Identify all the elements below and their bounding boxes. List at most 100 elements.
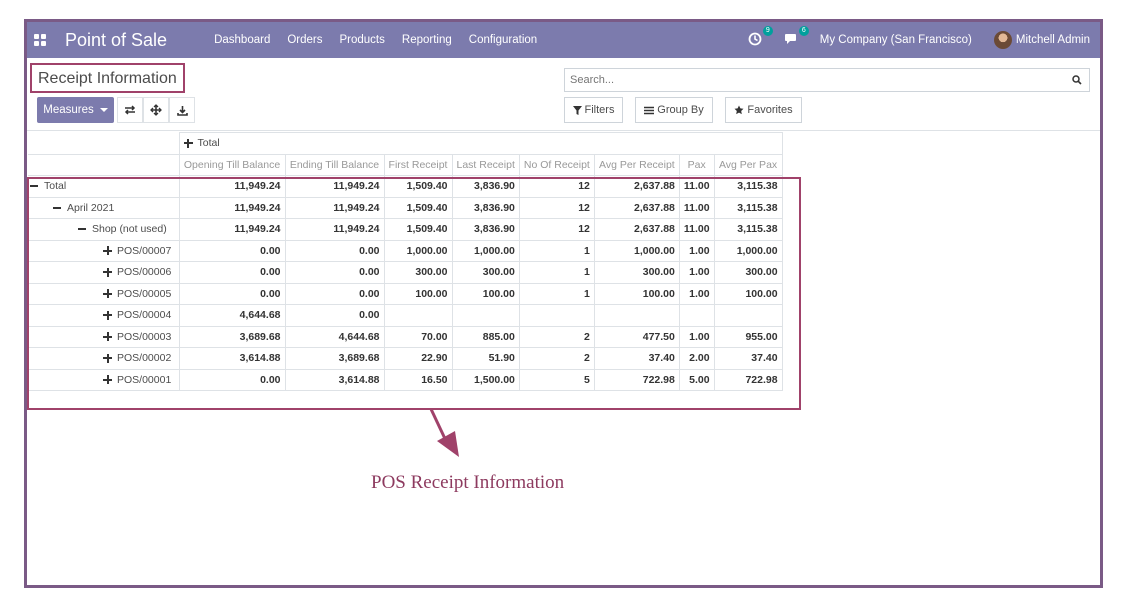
pivot-cell[interactable]: 3,115.38 xyxy=(713,175,783,198)
menu-dashboard[interactable]: Dashboard xyxy=(214,34,271,46)
star-icon xyxy=(734,105,744,115)
row-header[interactable]: POS/00001 xyxy=(28,368,180,391)
navbar-systray: 9 6 My Company (San Francisco) Mitchell … xyxy=(748,22,1100,58)
favorites-button[interactable]: Favorites xyxy=(725,97,802,123)
minus-icon xyxy=(30,185,38,188)
flip-axis-button[interactable] xyxy=(117,97,143,123)
minus-icon xyxy=(78,228,86,231)
pivot-cell[interactable]: 1,500.00 xyxy=(451,368,520,391)
measure-avg-per-pax[interactable]: Avg Per Pax xyxy=(713,153,783,176)
pivot-cell[interactable]: 4,644.68 xyxy=(284,325,385,348)
measure-opening-till-balance[interactable]: Opening Till Balance xyxy=(178,153,286,176)
screenshot-frame: Point of Sale Dashboard Orders Products … xyxy=(24,19,1103,588)
pivot-cell[interactable]: 3,836.90 xyxy=(451,218,520,241)
plus-icon xyxy=(183,138,193,148)
measure-no-of-receipt[interactable]: No Of Receipt xyxy=(518,153,595,176)
pivot-cell[interactable]: 0.00 xyxy=(178,368,286,391)
pivot-cell[interactable]: 300.00 xyxy=(713,261,783,284)
company-switcher[interactable]: My Company (San Francisco) xyxy=(819,34,972,46)
pivot-cell[interactable]: 1,000.00 xyxy=(713,239,783,262)
measure-last-receipt[interactable]: Last Receipt xyxy=(451,153,520,176)
pivot-row: POS/00005 0.00 0.00 100.00 100.00 1 100.00 1.00… xyxy=(28,282,783,305)
row-header[interactable]: Total xyxy=(28,175,180,198)
pivot-cell[interactable]: 722.98 xyxy=(713,368,783,391)
plus-icon xyxy=(103,310,112,320)
messages-chat-icon[interactable]: 6 xyxy=(784,26,809,48)
pivot-cell[interactable]: 11,949.24 xyxy=(178,218,286,241)
pivot-row: POS/00006 0.00 0.00 300.00 300.00 1 300.00 1.00… xyxy=(28,261,783,284)
row-label: POS/00001 xyxy=(117,373,172,386)
row-label: POS/00002 xyxy=(117,352,172,365)
pivot-cell[interactable]: 37.40 xyxy=(593,347,680,370)
apps-grid-icon[interactable] xyxy=(34,34,46,46)
col-header-total[interactable]: Total xyxy=(178,132,783,155)
menu-products[interactable]: Products xyxy=(339,34,385,46)
row-label: POS/00007 xyxy=(117,244,172,257)
pivot-row: POS/00004 4,644.68 0.00 xyxy=(28,304,783,327)
pivot-cell[interactable]: 1,509.40 xyxy=(383,218,453,241)
plus-icon xyxy=(103,267,112,277)
row-header[interactable]: April 2021 xyxy=(28,196,180,219)
plus-icon xyxy=(103,246,112,256)
pivot-cell[interactable]: 4,644.68 xyxy=(178,304,286,327)
filter-icon xyxy=(572,105,582,115)
pivot-row: POS/00003 3,689.68 4,644.68 70.00 885.00 2 477… xyxy=(28,325,783,348)
pivot-cell[interactable]: 11.00 xyxy=(678,196,715,219)
top-navbar: Point of Sale Dashboard Orders Products … xyxy=(27,22,1100,58)
pivot-cell[interactable]: 11,949.24 xyxy=(178,196,286,219)
menu-configuration[interactable]: Configuration xyxy=(468,34,538,46)
pivot-cell[interactable]: 1.00 xyxy=(678,239,715,262)
control-panel: Receipt Information Measures Filters Gro… xyxy=(27,58,1100,131)
expand-all-button[interactable] xyxy=(143,97,169,123)
menu-reporting[interactable]: Reporting xyxy=(401,34,452,46)
row-header[interactable]: POS/00003 xyxy=(28,325,180,348)
pivot-cell[interactable]: 1,509.40 xyxy=(383,196,453,219)
pivot-cell[interactable]: 300.00 xyxy=(451,261,520,284)
pivot-cell[interactable]: 5.00 xyxy=(678,368,715,391)
messages-badge: 6 xyxy=(798,26,809,36)
group-by-button[interactable]: Group By xyxy=(635,97,713,123)
row-label: Shop (not used) xyxy=(92,223,167,236)
pivot-cell[interactable]: 3,836.90 xyxy=(451,196,520,219)
plus-icon xyxy=(103,332,112,342)
pivot-cell[interactable]: 1.00 xyxy=(678,325,715,348)
pivot-cell[interactable]: 70.00 xyxy=(383,325,453,348)
row-header[interactable]: POS/00002 xyxy=(28,347,180,370)
user-avatar[interactable] xyxy=(993,31,1012,49)
pivot-cell[interactable]: 1,000.00 xyxy=(451,239,520,262)
annotation-highlight-box xyxy=(27,177,801,410)
pivot-cell[interactable]: 100.00 xyxy=(451,282,520,305)
menu-orders[interactable]: Orders xyxy=(287,34,323,46)
pivot-cell[interactable]: 11.00 xyxy=(678,218,715,241)
download-button[interactable] xyxy=(169,97,195,123)
pivot-cell[interactable]: 100.00 xyxy=(383,282,453,305)
pivot-table: Total Opening Till Balance Ending Till B… xyxy=(28,132,783,391)
activity-clock-icon[interactable]: 9 xyxy=(748,26,773,48)
pivot-cell[interactable]: 3,115.38 xyxy=(713,218,783,241)
row-label: POS/00005 xyxy=(117,287,172,300)
row-header[interactable]: POS/00006 xyxy=(28,261,180,284)
search-bar xyxy=(564,68,1090,92)
filters-label: Filters xyxy=(584,104,615,116)
pivot-cell[interactable]: 722.98 xyxy=(593,368,680,391)
pivot-cell[interactable]: 2,637.88 xyxy=(593,175,680,198)
user-menu[interactable]: Mitchell Admin xyxy=(1015,34,1090,46)
measure-first-receipt[interactable]: First Receipt xyxy=(383,153,453,176)
pivot-corner-2 xyxy=(28,154,180,176)
pivot-cell[interactable]: 0.00 xyxy=(178,282,286,305)
row-label: POS/00006 xyxy=(117,266,172,279)
measures-button[interactable]: Measures xyxy=(37,97,114,123)
app-name[interactable]: Point of Sale xyxy=(65,29,168,50)
search-input[interactable] xyxy=(565,69,1072,91)
search-icon[interactable] xyxy=(1072,75,1082,85)
main-menu: Dashboard Orders Products Reporting Conf… xyxy=(214,34,554,46)
pivot-cell[interactable]: 16.50 xyxy=(383,368,453,391)
measure-pax[interactable]: Pax xyxy=(678,153,715,176)
pivot-corner xyxy=(28,132,180,155)
measure-ending-till-balance[interactable]: Ending Till Balance xyxy=(284,153,385,176)
filters-button[interactable]: Filters xyxy=(564,97,623,123)
measure-avg-per-receipt[interactable]: Avg Per Receipt xyxy=(593,153,680,176)
exchange-icon xyxy=(124,105,136,115)
row-header[interactable]: POS/00007 xyxy=(28,239,180,262)
pivot-cell[interactable]: 37.40 xyxy=(713,347,783,370)
